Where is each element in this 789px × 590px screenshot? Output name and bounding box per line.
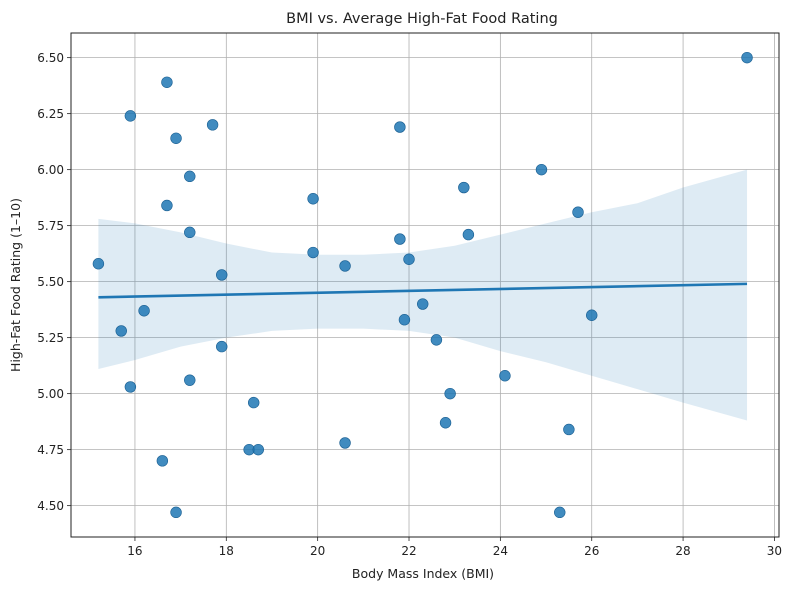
x-tick-label: 24 (493, 544, 508, 558)
scatter-point (339, 260, 351, 272)
scatter-point (184, 170, 196, 183)
x-axis-label: Body Mass Index (BMI) (352, 566, 494, 581)
x-axis-ticks: 16 18 20 22 24 26 28 30 (127, 537, 782, 558)
scatter-points (92, 51, 753, 519)
scatter-point (458, 181, 470, 194)
scatter-point (170, 132, 182, 144)
x-tick-label: 16 (127, 544, 142, 558)
y-tick-label: 4.50 (37, 499, 64, 513)
scatter-point (138, 305, 150, 317)
x-tick-label: 26 (584, 544, 599, 558)
scatter-point (248, 396, 260, 409)
scatter-point (398, 314, 411, 326)
scatter-point (161, 199, 173, 212)
scatter-point (586, 309, 598, 321)
scatter-point (339, 437, 351, 449)
scatter-point (184, 374, 196, 386)
plot-frame (70, 32, 780, 538)
x-tick-label: 18 (219, 544, 234, 558)
y-tick-label: 6.50 (37, 51, 64, 65)
y-tick-label: 5.50 (37, 275, 64, 289)
scatter-point (430, 334, 443, 346)
y-axis-label: High-Fat Food Rating (1–10) (8, 198, 23, 372)
scatter-point (499, 370, 511, 382)
confidence-band-layer (98, 169, 748, 421)
x-tick-label: 20 (310, 544, 325, 558)
scatter-point (216, 269, 228, 281)
scatter-point (307, 193, 319, 205)
scatter-point (170, 506, 182, 519)
scatter-point (252, 443, 264, 456)
grid (71, 33, 779, 537)
y-tick-label: 5.75 (37, 219, 64, 233)
scatter-point (115, 325, 127, 337)
scatter-point (184, 226, 196, 239)
y-tick-label: 5.25 (37, 331, 64, 345)
y-tick-label: 4.75 (37, 443, 64, 457)
scatter-point (439, 417, 452, 429)
regression-line-layer (98, 282, 748, 299)
x-tick-label: 28 (675, 544, 690, 558)
y-tick-label: 5.00 (37, 387, 64, 401)
scatter-point (394, 121, 406, 133)
scatter-point (206, 119, 219, 131)
scatter-point (92, 258, 105, 270)
y-tick-label: 6.00 (37, 163, 64, 177)
scatter-point (563, 423, 575, 436)
chart-title: BMI vs. Average High-Fat Food Rating (286, 11, 558, 27)
scatter-point (417, 298, 429, 310)
scatter-point (124, 110, 137, 122)
scatter-point (161, 76, 173, 88)
scatter-point (156, 455, 169, 467)
x-tick-label: 30 (767, 544, 782, 558)
regression-line (98, 282, 748, 299)
scatter-point (462, 228, 475, 241)
scatter-point (403, 253, 415, 265)
y-tick-label: 6.25 (37, 107, 64, 121)
confidence-band (98, 169, 748, 421)
scatter-point (394, 233, 406, 245)
y-axis-ticks: 4.50 4.75 5.00 5.25 5.50 5.75 6.00 6.25 6.50 (37, 51, 71, 513)
scatter-point (124, 381, 137, 393)
x-tick-label: 22 (401, 544, 416, 558)
scatter-point (307, 246, 319, 259)
scatter-point (216, 340, 228, 353)
scatter-point (535, 163, 548, 176)
scatter-point (554, 506, 566, 519)
scatter-point (444, 387, 456, 400)
scatter-point (741, 51, 753, 64)
scatter-point (572, 206, 584, 218)
